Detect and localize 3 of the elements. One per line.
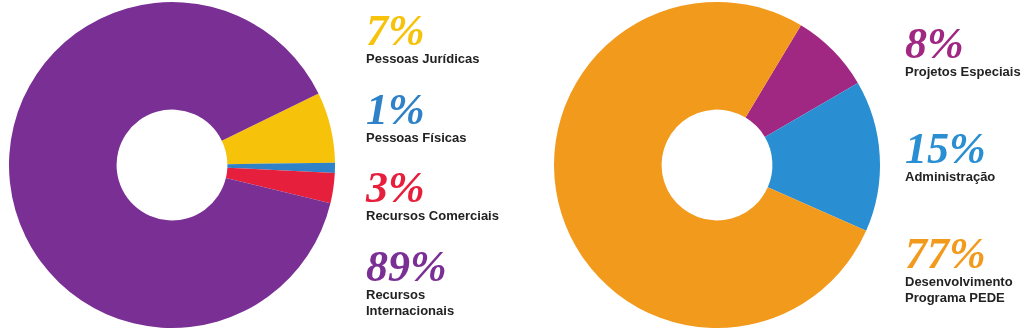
slice-label: Projetos Especiais (905, 64, 1022, 81)
slice-label: Pessoas Jurídicas (366, 51, 481, 68)
slice-label: Recursos Comerciais (366, 208, 500, 225)
